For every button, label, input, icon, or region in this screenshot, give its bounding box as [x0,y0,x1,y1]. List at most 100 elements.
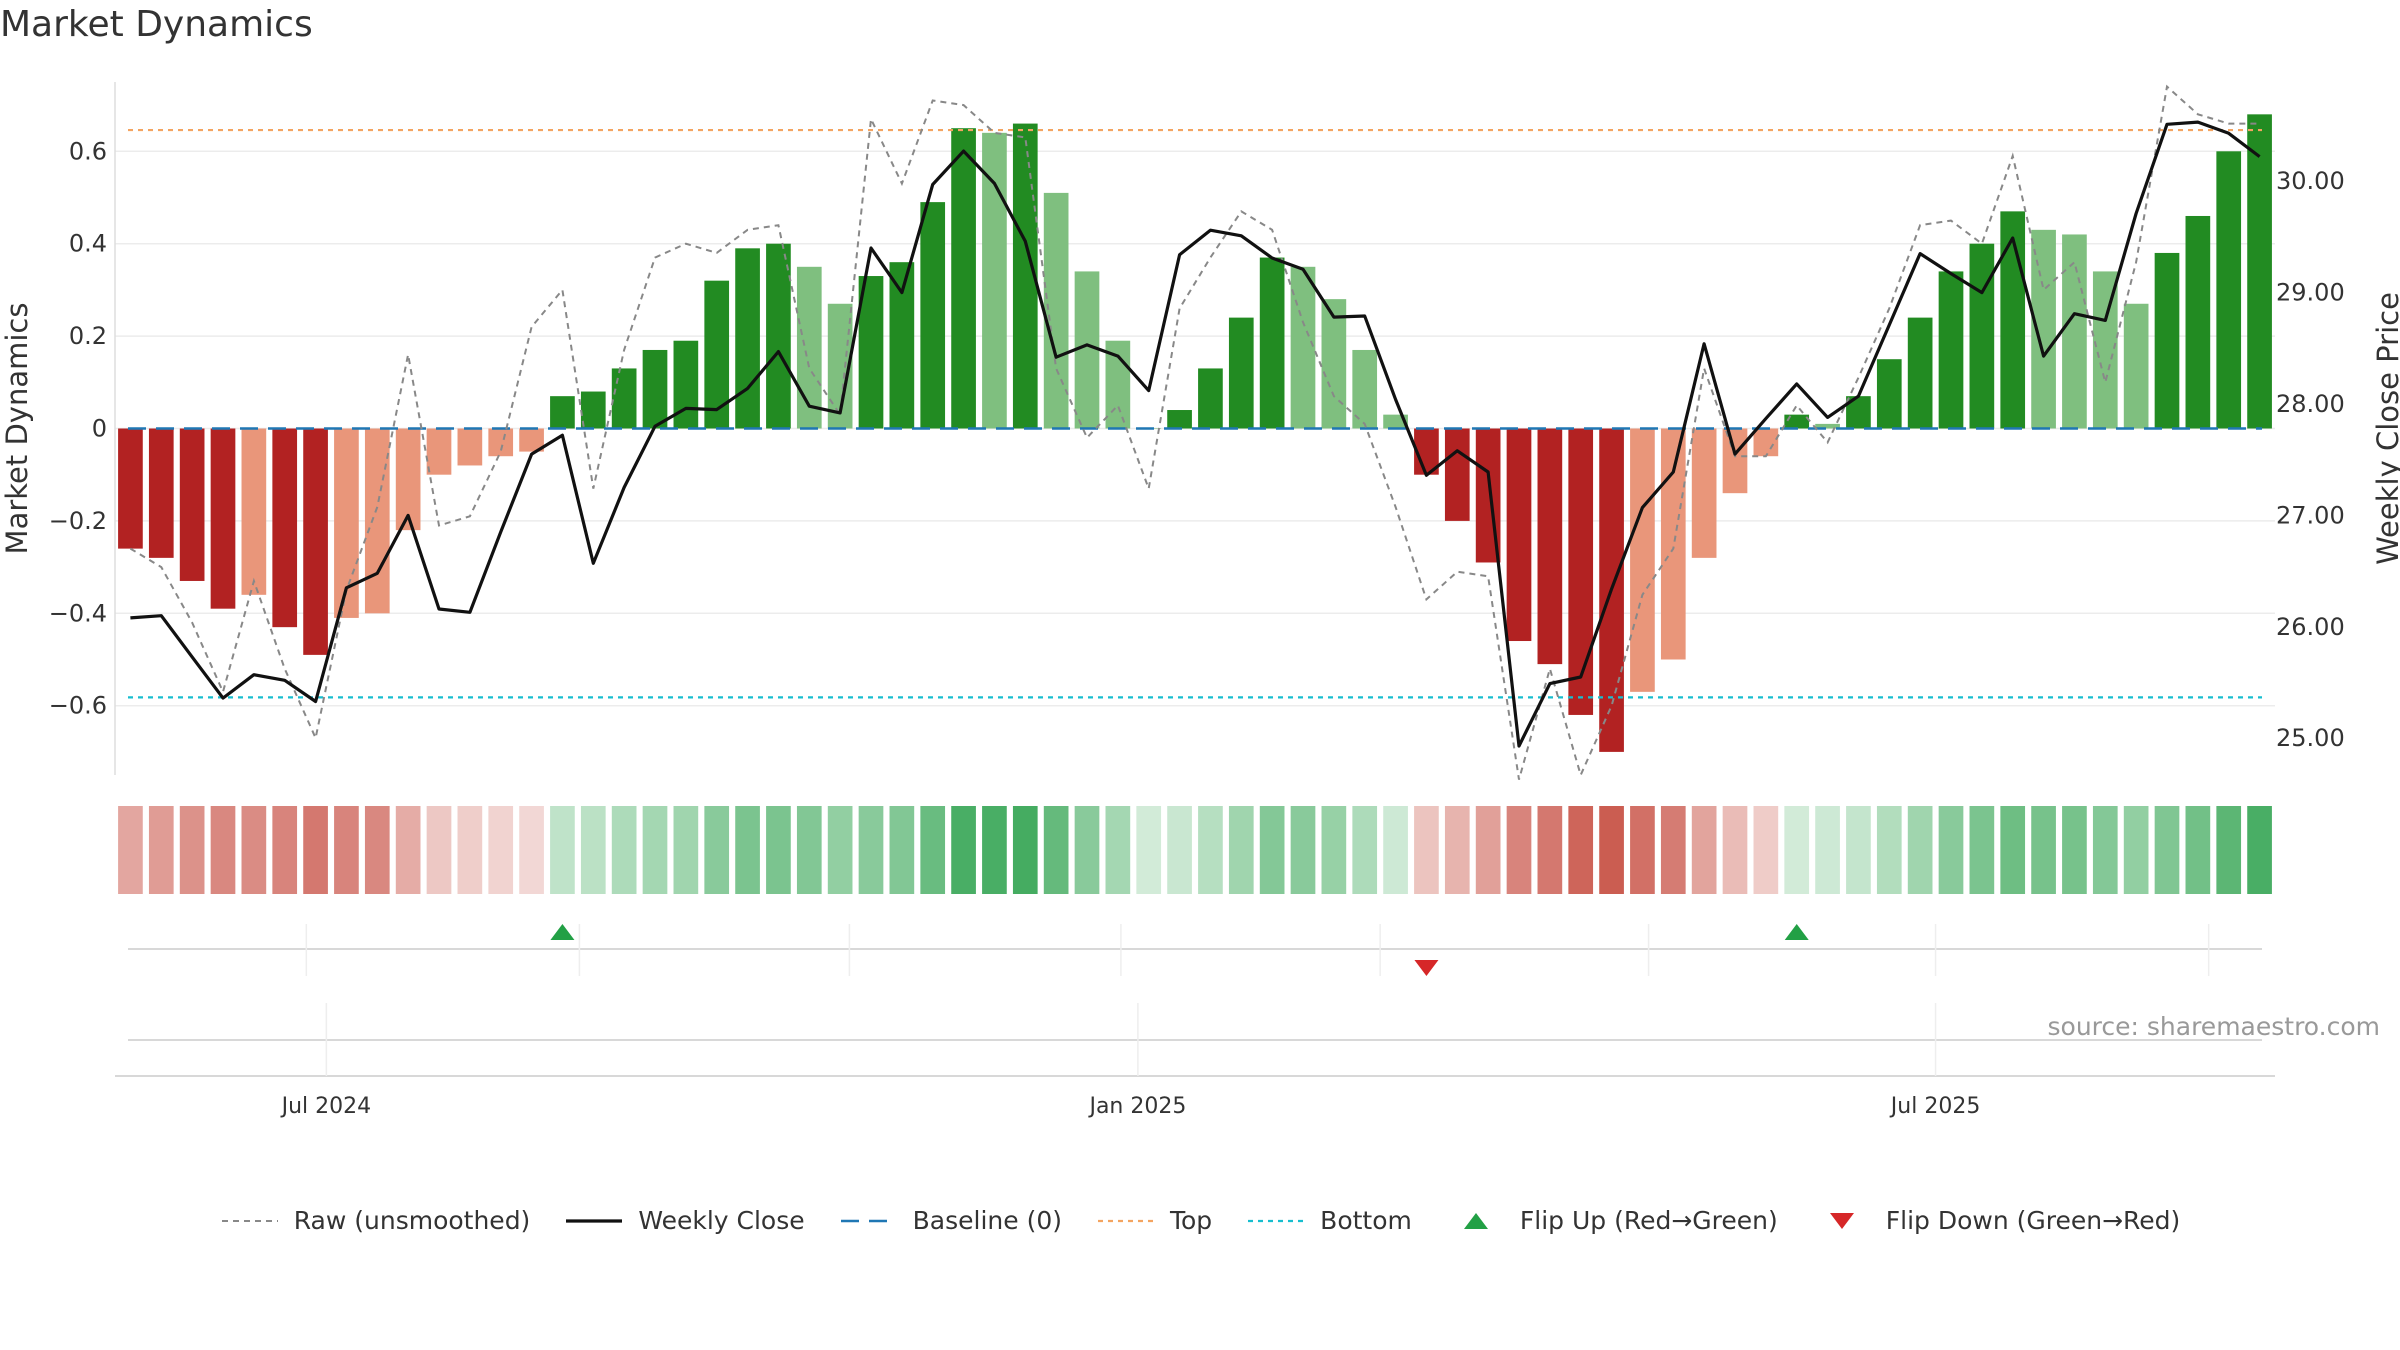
heat-cell-17 [642,806,668,894]
bar-series [118,114,2272,752]
heat-cell-0 [118,806,143,894]
heat-cell-34 [1167,806,1192,894]
bar-week-31 [1074,271,1100,429]
heat-cell-16 [611,806,637,894]
bar-week-54 [1784,414,1810,429]
heat-cell-18 [673,806,699,894]
heat-cell-33 [1136,806,1162,894]
heat-cell-56 [1846,806,1871,894]
bar-week-20 [735,248,760,429]
heat-cell-42 [1414,806,1439,894]
legend-item-flip_up: Flip Up (Red→Green) [1446,1206,1778,1235]
bar-week-9 [395,428,421,531]
heat-cell-47 [1568,806,1594,894]
heat-cell-13 [519,806,544,894]
heat-cell-10 [426,806,452,894]
heat-cell-68 [2216,806,2242,894]
bar-week-65 [2123,303,2149,429]
heat-cell-15 [580,806,606,894]
heat-cell-30 [1043,806,1069,894]
bar-week-36 [1228,317,1254,429]
reference-lines [128,128,2262,699]
heat-cell-3 [210,806,236,894]
legend-swatch-bottom [1248,1219,1305,1222]
heat-cell-64 [2092,806,2118,894]
bar-week-27 [951,128,976,429]
y-tick-label-2: −0.2 [49,507,107,535]
legend-label-bottom: Bottom [1320,1206,1412,1235]
bar-week-59 [1938,271,1964,429]
heat-cell-12 [488,806,514,894]
heat-cell-45 [1506,806,1532,894]
bar-week-6 [303,428,328,655]
legend-label-baseline: Baseline (0) [912,1206,1062,1235]
bar-week-58 [1907,317,1933,429]
heat-cell-63 [2062,806,2087,894]
bar-week-28 [982,132,1007,429]
x-tick-label-0: Jul 2024 [280,1094,372,1119]
bar-week-21 [766,243,791,429]
y2-tick-label-3: 28.00 [2276,390,2345,418]
source-note: source: sharemaestro.com [2047,1012,2381,1041]
legend-item-flip_down: Flip Down (Green→Red) [1812,1206,2181,1235]
bar-week-14 [550,396,575,429]
legend-swatch-raw [221,1219,278,1222]
bar-week-15 [580,391,606,429]
bar-week-68 [2216,151,2242,429]
bar-week-13 [519,428,544,452]
heat-cell-22 [796,806,822,894]
bar-week-22 [796,266,822,429]
heat-cell-43 [1444,806,1470,894]
bar-week-12 [488,428,514,457]
heat-cell-52 [1722,806,1748,894]
heat-cell-58 [1907,806,1933,894]
heat-cell-44 [1475,806,1501,894]
bar-week-10 [426,428,452,475]
bar-week-38 [1290,266,1316,429]
bar-week-24 [858,276,884,429]
heat-cell-2 [179,806,205,894]
legend-item-top: Top [1096,1206,1212,1235]
heat-cell-7 [334,806,359,894]
bar-week-16 [611,368,637,429]
legend-swatch-top [1097,1219,1154,1222]
y2-tick-label-4: 29.00 [2276,279,2345,307]
legend-swatch-flip_up [1463,1212,1488,1229]
bar-week-51 [1691,428,1717,558]
x-tick-label-2: Jul 2025 [1889,1094,1981,1119]
heat-cell-49 [1630,806,1655,894]
heat-cell-11 [457,806,483,894]
heat-cell-46 [1537,806,1563,894]
bar-week-53 [1753,428,1779,457]
legend-label-flip_down: Flip Down (Green→Red) [1885,1206,2181,1235]
bar-week-60 [1969,243,1995,429]
y2-axis-label: Weekly Close Price [2371,292,2400,565]
heat-cell-14 [550,806,575,894]
weekly-close-line [130,120,2261,748]
heat-cell-21 [766,806,791,894]
legend-label-top: Top [1169,1206,1213,1235]
bar-week-8 [364,428,390,614]
bar-week-49 [1630,428,1655,692]
y2-tick-label-2: 27.00 [2276,501,2345,529]
heat-cell-25 [889,806,915,894]
bar-week-17 [642,349,668,429]
bar-week-46 [1537,428,1563,665]
bar-week-5 [272,428,298,628]
y-tick-label-4: 0.2 [69,322,107,350]
bar-week-4 [241,428,267,595]
x-axis: Jul 2024 Jan 2025 Jul 2025 [115,924,2275,1119]
bar-week-57 [1876,359,1902,429]
legend-item-bottom: Bottom [1246,1206,1412,1235]
heat-cell-67 [2185,806,2211,894]
legend-item-raw: Raw (unsmoothed) [220,1206,530,1235]
flip-up-marker-2 [1784,924,1809,940]
heat-cell-37 [1259,806,1285,894]
heat-cell-28 [982,806,1007,894]
legend-item-close: Weekly Close [564,1206,805,1235]
heat-cell-20 [735,806,760,894]
bar-week-1 [148,428,174,558]
heat-cell-29 [1012,806,1038,894]
x-tick-label-1: Jan 2025 [1087,1094,1186,1119]
